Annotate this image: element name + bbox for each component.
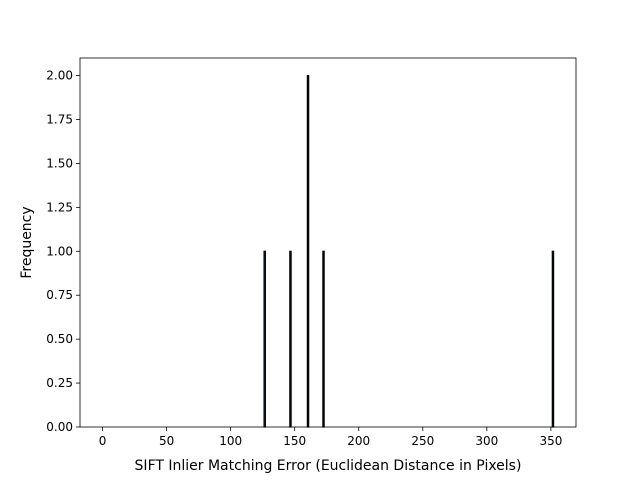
x-tick-label: 100: [219, 434, 242, 448]
bars-layer: [263, 74, 555, 428]
x-tick-label: 0: [99, 434, 107, 448]
y-axis-label: Frequency: [19, 206, 35, 278]
x-tick-label: 300: [475, 434, 498, 448]
x-tick-label: 200: [347, 434, 370, 448]
y-tick-label: 2.00: [46, 69, 73, 83]
histogram-bar-5: [551, 250, 555, 428]
y-tick-label: 1.50: [46, 156, 73, 170]
y-tick-label: 1.25: [46, 200, 73, 214]
x-axis-label: SIFT Inlier Matching Error (Euclidean Di…: [135, 458, 522, 474]
y-tick-label: 0.25: [46, 376, 73, 390]
x-tick-label: 250: [411, 434, 434, 448]
y-tick-label: 1.00: [46, 244, 73, 258]
histogram-bar-1: [263, 250, 266, 428]
histogram-bar-2: [289, 250, 292, 428]
histogram-bar-3: [306, 74, 310, 428]
x-axis-ticks: 0 50 100 150 200 250 300 350: [99, 427, 562, 448]
y-tick-label: 0.75: [46, 288, 73, 302]
histogram-bar-4: [322, 250, 325, 428]
y-tick-label: 0.50: [46, 332, 73, 346]
x-tick-label: 50: [159, 434, 174, 448]
y-tick-label: 0.00: [46, 420, 73, 434]
plot-frame: [79, 57, 577, 428]
y-tick-label: 1.75: [46, 113, 73, 127]
x-tick-label: 350: [539, 434, 562, 448]
y-axis-ticks: 0.00 0.25 0.50 0.75 1.00 1.25 1.50 1.75 2.00: [46, 69, 80, 434]
x-tick-label: 150: [283, 434, 306, 448]
